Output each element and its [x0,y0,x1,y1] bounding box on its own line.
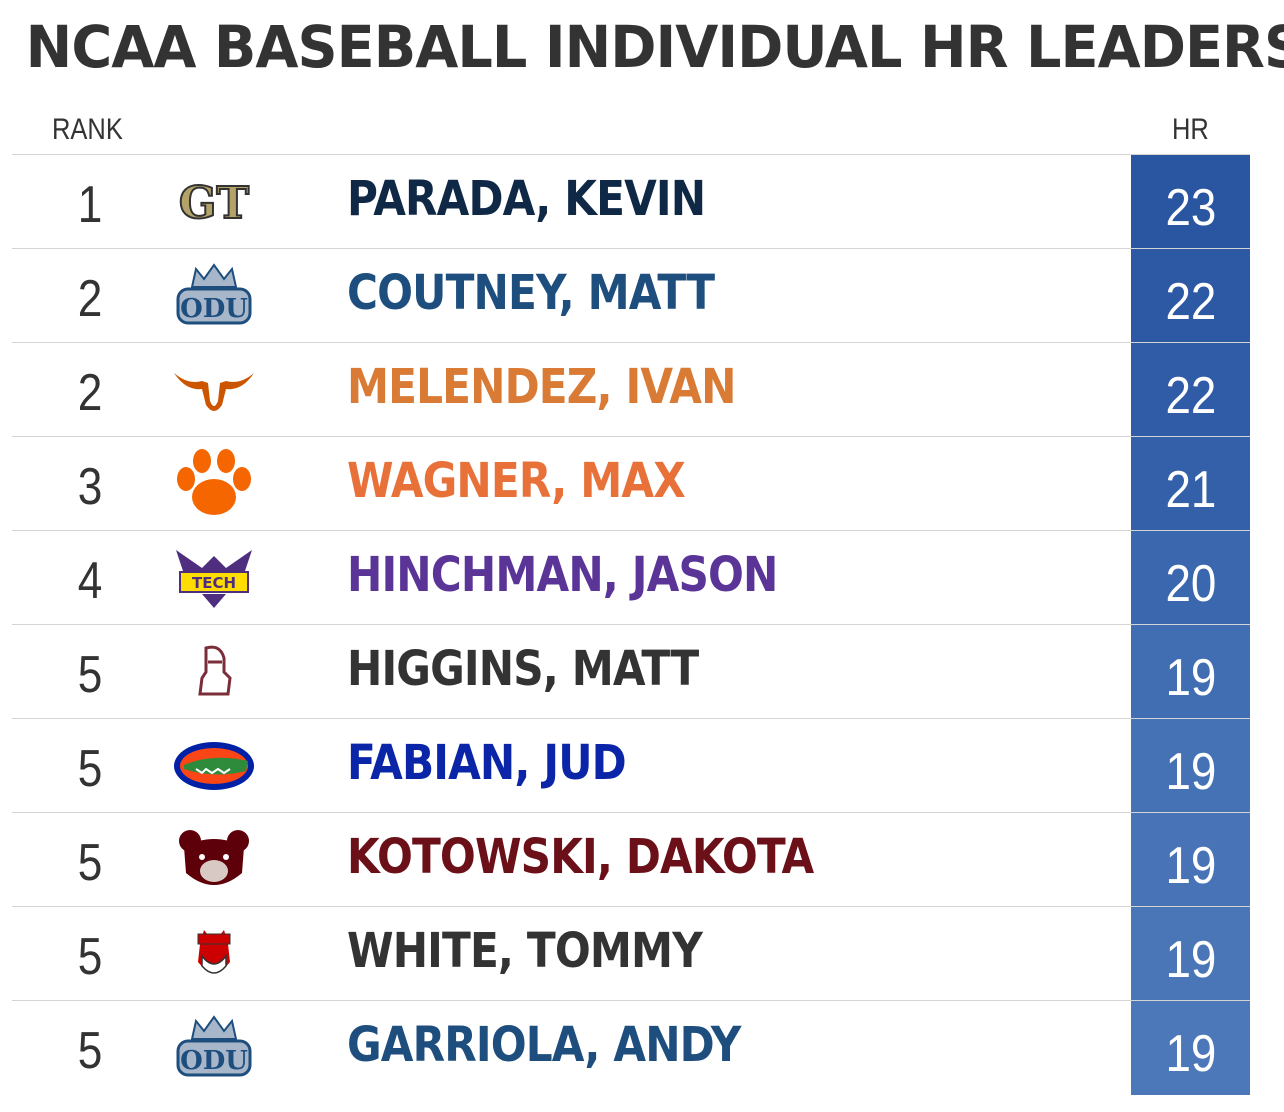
player-name: HIGGINS, MATT [347,641,699,697]
hr-value-cell: 19 [1131,719,1250,813]
florida-gator-logo [172,729,256,803]
hr-value: 22 [1165,367,1216,425]
rank-cell: 2 [77,364,103,422]
player-name: HINCHMAN, JASON [347,547,778,603]
texas-longhorn-logo [172,353,256,427]
hr-value-cell: 19 [1131,625,1250,719]
table-row: 5 WHITE, TOMMY 19 [12,906,1250,1001]
knight-logo [172,635,256,709]
table-row: 5 ODU GARRIOLA, ANDY 19 [12,1000,1250,1095]
table-row: 4 TECH HINCHMAN, JASON 20 [12,530,1250,625]
player-name: GARRIOLA, ANDY [347,1017,741,1073]
table-row: 1 GT PARADA, KEVIN 23 [12,154,1250,249]
rank-column-header: RANK [52,113,123,146]
rank-cell: 5 [77,740,103,798]
rank-cell: 5 [77,834,103,892]
georgia-tech-logo: GT [172,165,256,239]
hr-value: 23 [1165,179,1216,237]
hr-value-cell: 21 [1131,437,1250,531]
hr-value: 21 [1165,461,1216,519]
svg-text:ODU: ODU [180,1046,248,1076]
hr-value-cell: 22 [1131,343,1250,437]
player-name: MELENDEZ, IVAN [347,359,736,415]
clemson-paw-logo [172,447,256,521]
rank-cell: 1 [77,176,103,234]
svg-text:ODU: ODU [180,294,248,324]
hr-value-cell: 19 [1131,813,1250,907]
hr-value: 19 [1165,649,1216,707]
rank-cell: 5 [77,646,103,704]
hr-value-cell: 20 [1131,531,1250,625]
odu-logo: ODU [172,259,256,333]
hr-value-cell: 23 [1131,155,1250,249]
table-row: 5 KOTOWSKI, DAKOTA 19 [12,812,1250,907]
hr-value-cell: 19 [1131,1001,1250,1095]
rank-cell: 2 [77,270,103,328]
player-name: WHITE, TOMMY [347,923,703,979]
rank-cell: 4 [77,552,103,610]
player-name: FABIAN, JUD [347,735,627,791]
player-name: KOTOWSKI, DAKOTA [347,829,814,885]
rank-cell: 5 [77,928,103,986]
table-row: 5 FABIAN, JUD 19 [12,718,1250,813]
hr-value-cell: 22 [1131,249,1250,343]
tennessee-tech-logo: TECH [172,541,256,615]
rank-cell: 5 [77,1022,103,1080]
hr-value: 19 [1165,931,1216,989]
hr-value: 19 [1165,743,1216,801]
hr-value: 19 [1165,837,1216,895]
table-row: 2 MELENDEZ, IVAN 22 [12,342,1250,437]
hr-value: 20 [1165,555,1216,613]
player-name: PARADA, KEVIN [347,171,706,227]
hr-value: 19 [1165,1025,1216,1083]
player-name: WAGNER, MAX [347,453,686,509]
table-row: 3 WAGNER, MAX 21 [12,436,1250,531]
nc-state-wolf-logo [172,917,256,991]
table-row: 5 HIGGINS, MATT 19 [12,624,1250,719]
table-row: 2 ODU COUTNEY, MATT 22 [12,248,1250,343]
player-name: COUTNEY, MATT [347,265,715,321]
chart-title: NCAA BASEBALL INDIVIDUAL HR LEADERS [25,13,1284,81]
odu-logo: ODU [172,1011,256,1085]
hr-column-header: HR [1172,113,1209,146]
hr-value: 22 [1165,273,1216,331]
hr-value-cell: 19 [1131,907,1250,1001]
svg-text:TECH: TECH [192,574,236,592]
svg-text:GT: GT [179,178,250,229]
missouri-state-bear-logo [172,823,256,897]
rank-cell: 3 [77,458,103,516]
